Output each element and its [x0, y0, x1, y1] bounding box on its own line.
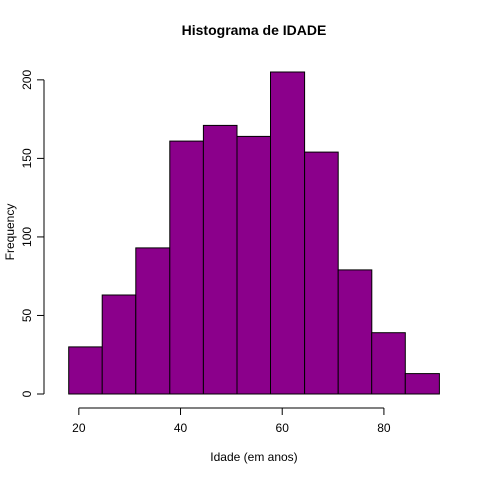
- x-tick-label: 20: [72, 421, 86, 435]
- bars-group: [68, 71, 440, 395]
- histogram-bar: [371, 332, 406, 395]
- y-axis-label: Frequency: [3, 204, 17, 261]
- x-tick-label: 80: [377, 421, 391, 435]
- histogram-bar: [101, 294, 137, 395]
- histogram-bar: [169, 140, 204, 395]
- y-tick-label: 0: [20, 390, 34, 397]
- y-tick-label: 150: [20, 148, 34, 168]
- histogram-bar: [68, 346, 103, 395]
- histogram-bar: [135, 247, 171, 395]
- y-tick-label: 200: [20, 70, 34, 90]
- x-tick-label: 60: [276, 421, 290, 435]
- histogram-bar: [236, 135, 272, 395]
- y-tick-label: 100: [20, 227, 34, 247]
- histogram-bar: [202, 124, 238, 395]
- x-axis: 20 40 60 80: [72, 407, 391, 435]
- x-tick-label: 40: [174, 421, 188, 435]
- histogram-bar: [270, 71, 306, 395]
- y-tick-label: 50: [20, 308, 34, 322]
- histogram-bar: [304, 151, 339, 395]
- histogram-bar: [337, 269, 373, 395]
- histogram-bar: [404, 373, 440, 395]
- x-axis-label: Idade (em anos): [210, 450, 297, 464]
- y-axis: 0 50 100 150 200: [20, 70, 45, 397]
- chart-title: Histograma de IDADE: [182, 22, 327, 38]
